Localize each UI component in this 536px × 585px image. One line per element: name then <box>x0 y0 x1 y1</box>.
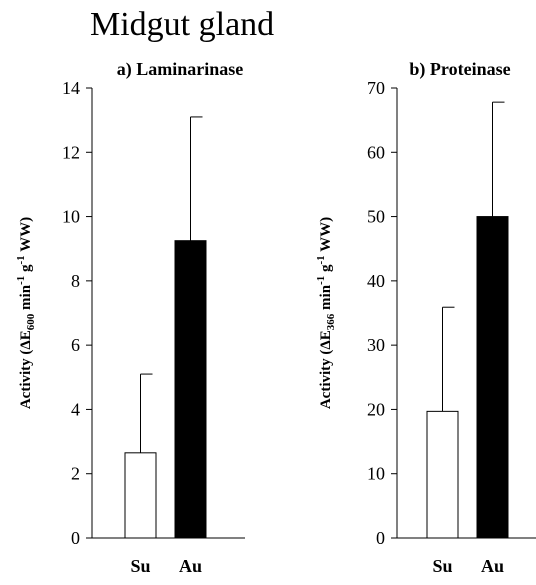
y-tick-label: 10 <box>62 207 80 227</box>
panel-title: b) Proteinase <box>409 59 510 80</box>
y-axis-label: Activity (ΔE366 min-1 g-1 WW) <box>315 217 337 409</box>
y-tick-label: 4 <box>71 399 80 419</box>
y-tick-label: 60 <box>367 142 385 162</box>
y-tick-label: 0 <box>376 528 385 548</box>
y-tick-label: 0 <box>71 528 80 548</box>
bar-su <box>124 452 157 539</box>
y-tick-label: 2 <box>71 464 80 484</box>
bar-au <box>174 240 207 539</box>
bar-su <box>426 410 459 539</box>
y-tick-label: 70 <box>367 78 385 98</box>
x-category-label: Su <box>130 556 150 576</box>
y-tick-label: 12 <box>62 142 80 162</box>
chart-panel-2: b) Proteinase 0 10 20 30 40 50 60 70 Activity (ΔE… <box>315 59 536 576</box>
y-tick-label: 6 <box>71 335 80 355</box>
y-tick-label: 14 <box>62 78 80 98</box>
x-category-label: Su <box>432 556 452 576</box>
x-category-label: Au <box>481 556 504 576</box>
y-tick-label: 10 <box>367 464 385 484</box>
bar-au <box>476 216 509 539</box>
panel-title: a) Laminarinase <box>117 59 244 80</box>
y-tick-label: 8 <box>71 271 80 291</box>
y-tick-label: 40 <box>367 271 385 291</box>
y-tick-label: 20 <box>367 399 385 419</box>
y-axis-label: Activity (ΔE600 min-1 g-1 WW) <box>15 217 37 409</box>
figure-title: Midgut gland <box>90 6 274 43</box>
y-tick-label: 50 <box>367 207 385 227</box>
x-category-label: Au <box>179 556 202 576</box>
chart-panel-1: a) Laminarinase 0 2 4 6 8 10 12 14 Activity (ΔE60… <box>15 59 245 576</box>
y-tick-label: 30 <box>367 335 385 355</box>
